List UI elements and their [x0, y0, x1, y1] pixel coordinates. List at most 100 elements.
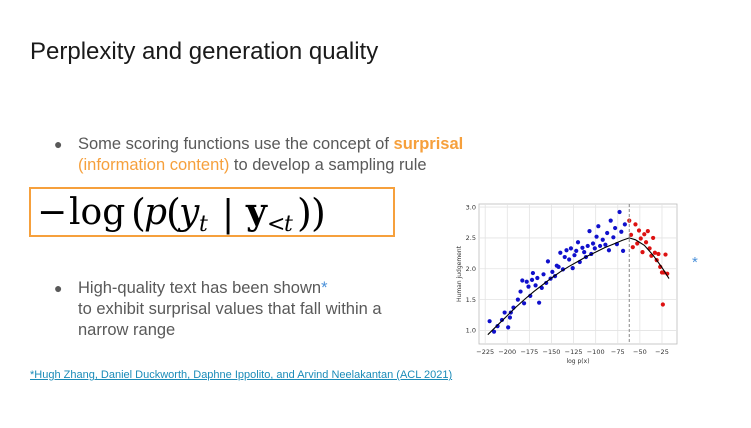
- blue-data-point: [597, 243, 603, 249]
- blue-data-point: [515, 297, 520, 302]
- blue-data-point: [558, 250, 563, 255]
- bullet-text-pre: Some scoring functions use the concept o…: [78, 135, 394, 153]
- blue-data-point: [491, 329, 497, 334]
- blue-data-point: [582, 250, 587, 255]
- blue-data-point: [568, 246, 574, 251]
- bullet-text-rest: to exhibit surprisal values that fall wi…: [78, 300, 382, 339]
- blue-data-point: [600, 237, 605, 242]
- blue-data-point: [575, 240, 581, 245]
- x-tick-label: −25: [655, 348, 669, 356]
- x-tick-label: −225: [476, 348, 494, 356]
- blue-data-point: [570, 266, 575, 271]
- red-data-point: [645, 229, 650, 234]
- svg-text:t: t: [199, 212, 208, 235]
- blue-data-point: [535, 275, 540, 281]
- x-tick-label: −100: [587, 348, 605, 356]
- red-data-point: [643, 240, 649, 245]
- blue-data-point: [562, 254, 567, 260]
- y-tick-label: 2.5: [466, 234, 476, 242]
- red-data-point: [630, 245, 635, 250]
- bullet-surprisal: ● Some scoring functions use the concept…: [54, 134, 574, 176]
- red-data-point: [660, 302, 665, 307]
- blue-data-point: [530, 270, 536, 276]
- blue-data-point: [603, 242, 608, 247]
- blue-data-point: [521, 301, 527, 306]
- red-data-point: [633, 222, 638, 227]
- x-tick-label: −200: [498, 348, 516, 356]
- svg-text:log: log: [69, 192, 125, 233]
- blue-data-point: [506, 325, 511, 330]
- red-data-point: [642, 232, 647, 237]
- blue-data-point: [556, 264, 561, 270]
- blue-data-point: [613, 225, 618, 231]
- blue-data-point: [611, 235, 616, 240]
- blue-data-point: [526, 284, 531, 289]
- x-tick-label: −50: [633, 348, 647, 356]
- surprisal-formula: − log ( p ( y t | y < t ) ): [29, 187, 395, 237]
- blue-data-point: [608, 218, 613, 223]
- blue-data-point: [585, 243, 590, 249]
- blue-data-point: [495, 324, 500, 329]
- svg-text:y: y: [245, 191, 268, 233]
- blue-data-point: [541, 272, 546, 277]
- blue-data-point: [529, 277, 535, 282]
- information-content-note: (information content): [78, 156, 230, 174]
- blue-data-point: [606, 248, 612, 253]
- blue-data-point: [499, 317, 505, 323]
- blue-data-point: [617, 209, 622, 215]
- blue-data-point: [592, 246, 597, 251]
- blue-data-point: [533, 283, 538, 288]
- red-data-point: [640, 250, 645, 255]
- blue-data-point: [622, 222, 627, 227]
- formula-graphic: − log ( p ( y t | y < t ) ): [37, 191, 326, 235]
- citation-star: *: [321, 279, 328, 297]
- chart-citation-star: *: [692, 254, 698, 271]
- red-data-point: [652, 250, 658, 255]
- surprisal-keyword: surprisal: [393, 135, 464, 153]
- y-axis-label: Human judgement: [456, 245, 463, 302]
- blue-data-point: [564, 248, 569, 253]
- blue-data-point: [507, 315, 513, 320]
- citation-footnote-link[interactable]: *Hugh Zhang, Daniel Duckworth, Daphne Ip…: [30, 369, 453, 381]
- blue-data-point: [594, 234, 599, 239]
- blue-data-point: [605, 230, 610, 236]
- red-data-point: [635, 241, 640, 246]
- blue-data-point: [518, 289, 523, 294]
- red-data-point: [663, 252, 668, 257]
- bullet-dot-icon: ●: [54, 136, 63, 152]
- blue-data-point: [550, 269, 555, 274]
- bullet-dot-icon: ●: [54, 280, 63, 296]
- y-tick-label: 1.0: [466, 327, 476, 335]
- x-tick-label: −75: [611, 348, 625, 356]
- x-tick-label: −125: [565, 348, 583, 356]
- blue-data-point: [619, 229, 624, 234]
- blue-data-point: [487, 319, 492, 324]
- red-data-point: [651, 235, 656, 241]
- svg-text:p: p: [144, 192, 167, 233]
- x-tick-label: −150: [543, 348, 561, 356]
- svg-text:<: <: [267, 212, 285, 235]
- red-data-point: [628, 232, 634, 237]
- fit-curve: [487, 237, 670, 336]
- blue-data-point: [545, 259, 551, 264]
- svg-text:y: y: [177, 192, 200, 233]
- svg-text:(: (: [166, 191, 181, 235]
- x-axis-label: log p(x): [566, 358, 589, 365]
- y-tick-label: 2.0: [466, 265, 476, 273]
- blue-data-point: [572, 253, 577, 258]
- bullet-high-quality: ● High-quality text has been shown* to ex…: [54, 278, 394, 341]
- blue-data-point: [590, 241, 596, 246]
- svg-text:): ): [297, 191, 312, 235]
- blue-data-point: [537, 300, 542, 305]
- blue-data-point: [567, 257, 572, 262]
- svg-text:): ): [311, 191, 326, 235]
- red-data-point: [656, 251, 661, 257]
- y-tick-label: 1.5: [466, 296, 476, 304]
- y-tick-label: 3.0: [466, 203, 476, 211]
- blue-data-point: [574, 248, 579, 253]
- red-data-point: [638, 236, 643, 241]
- red-data-point: [636, 228, 642, 233]
- blue-data-point: [596, 224, 601, 229]
- plot-area: [478, 203, 678, 345]
